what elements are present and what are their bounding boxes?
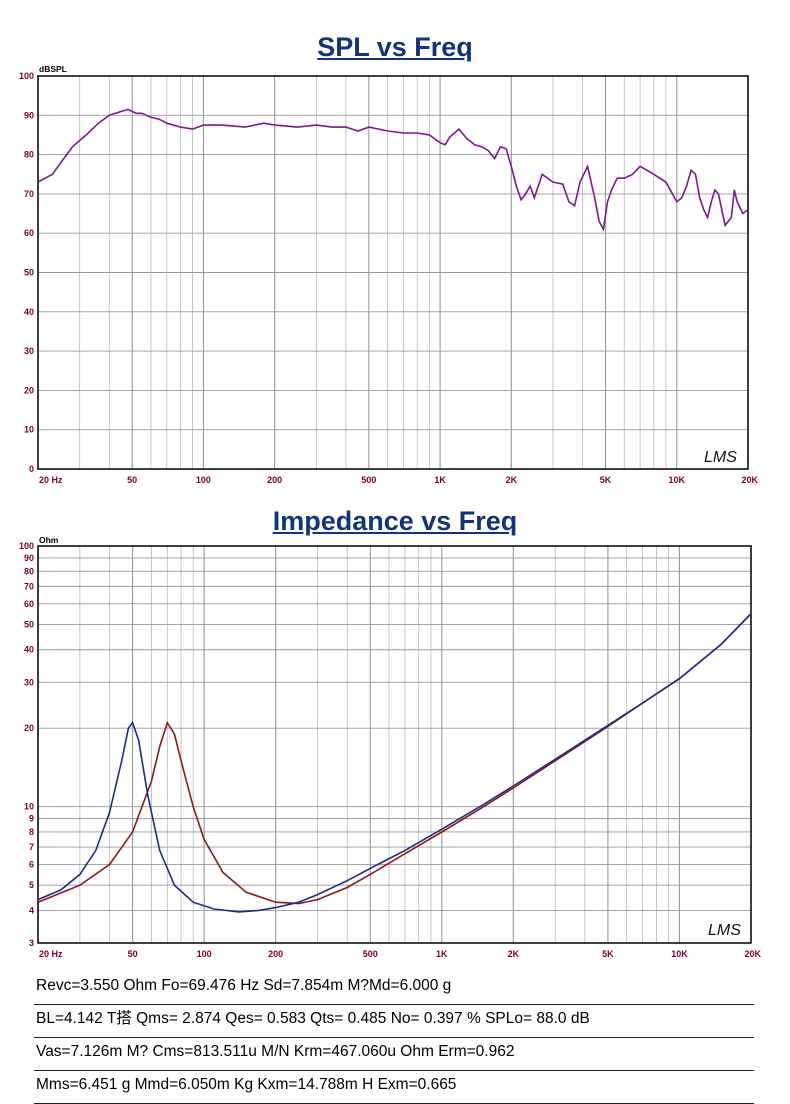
x-tick-label: 2K [508, 949, 520, 959]
parameter-line: Revc=3.550 Ohm Fo=69.476 Hz Sd=7.854m M?… [34, 972, 754, 1005]
y-tick-label: 70 [24, 581, 34, 591]
y-tick-label: 40 [24, 307, 34, 317]
spl-series-line [37, 108, 749, 232]
impedance-y-tick-labels: 3 4 5 6 7 8 9 10 20 30 40 50 60 70 80 90 100 [19, 541, 34, 948]
impedance-unit-label: Ohm [39, 535, 59, 545]
y-tick-label: 50 [24, 268, 34, 278]
y-tick-label: 20 [24, 385, 34, 395]
x-tick-label: 100 [197, 949, 212, 959]
parameter-line: Mms=6.451 g Mmd=6.050m Kg Kxm=14.788m H … [34, 1071, 754, 1104]
x-tick-label: 50 [127, 475, 137, 485]
parameter-line: Vas=7.126m M? Cms=813.511u M/N Krm=467.0… [34, 1038, 754, 1071]
x-tick-label: 200 [268, 949, 283, 959]
y-tick-label: 3 [29, 938, 34, 948]
spl-y-tick-labels: 0 10 20 30 40 50 60 70 80 90 100 [19, 71, 34, 474]
x-tick-label: 5K [600, 475, 612, 485]
x-tick-label: 20K [744, 949, 761, 959]
x-tick-label: 500 [363, 949, 378, 959]
y-tick-label: 10 [24, 802, 34, 812]
y-tick-label: 50 [24, 619, 34, 629]
y-tick-label: 60 [24, 228, 34, 238]
x-tick-label: 10K [668, 475, 685, 485]
y-tick-label: 60 [24, 599, 34, 609]
driver-parameters: Revc=3.550 Ohm Fo=69.476 Hz Sd=7.854m M?… [34, 972, 754, 1104]
impedance-x-tick-labels: 20 Hz 50 100 200 500 1K 2K 5K 10K 20K [39, 949, 761, 959]
impedance-chart-title: Impedance vs Freq [272, 506, 518, 536]
parameter-line: BL=4.142 T搭 Qms= 2.874 Qes= 0.583 Qts= 0… [34, 1005, 754, 1038]
impedance-chart: Ohm 3 4 5 6 7 8 9 10 20 30 40 50 60 70 80 90 100 20 Hz 50… [19, 535, 762, 959]
y-tick-label: 100 [19, 71, 34, 81]
x-tick-label: 20 Hz [39, 949, 63, 959]
y-tick-label: 9 [29, 814, 34, 824]
y-tick-label: 80 [24, 566, 34, 576]
x-tick-label: 20 Hz [39, 475, 63, 485]
y-tick-label: 40 [24, 645, 34, 655]
x-tick-label: 200 [267, 475, 282, 485]
impedance-series-red [37, 613, 752, 905]
y-tick-label: 10 [24, 425, 34, 435]
y-tick-label: 80 [24, 150, 34, 160]
spl-x-tick-labels: 20 Hz 50 100 200 500 1K 2K 5K 10K 20K [39, 475, 758, 485]
x-tick-label: 2K [506, 475, 518, 485]
y-tick-label: 6 [29, 860, 34, 870]
y-tick-label: 0 [29, 464, 34, 474]
impedance-lms-logo: LMS [708, 922, 741, 939]
y-tick-label: 100 [19, 541, 34, 551]
x-tick-label: 20K [741, 475, 758, 485]
spl-grid [37, 75, 749, 470]
y-tick-label: 20 [24, 723, 34, 733]
x-tick-label: 50 [128, 949, 138, 959]
y-tick-label: 8 [29, 827, 34, 837]
x-tick-label: 500 [361, 475, 376, 485]
y-tick-label: 30 [24, 346, 34, 356]
x-tick-label: 5K [602, 949, 614, 959]
y-tick-label: 90 [24, 110, 34, 120]
spl-lms-logo: LMS [704, 449, 737, 466]
y-tick-label: 5 [29, 880, 34, 890]
y-tick-label: 70 [24, 189, 34, 199]
x-tick-label: 10K [671, 949, 688, 959]
impedance-grid [37, 545, 752, 944]
impedance-series-blue [37, 613, 752, 913]
x-tick-label: 1K [436, 949, 448, 959]
x-tick-label: 100 [196, 475, 211, 485]
y-tick-label: 4 [29, 905, 34, 915]
impedance-plot-frame [37, 545, 752, 944]
spl-unit-label: dBSPL [39, 64, 67, 74]
x-tick-label: 1K [434, 475, 446, 485]
y-tick-label: 90 [24, 553, 34, 563]
spl-plot-frame [37, 75, 749, 470]
y-tick-label: 7 [29, 842, 34, 852]
y-tick-label: 30 [24, 677, 34, 687]
spl-chart-title: SPL vs Freq [317, 32, 473, 62]
